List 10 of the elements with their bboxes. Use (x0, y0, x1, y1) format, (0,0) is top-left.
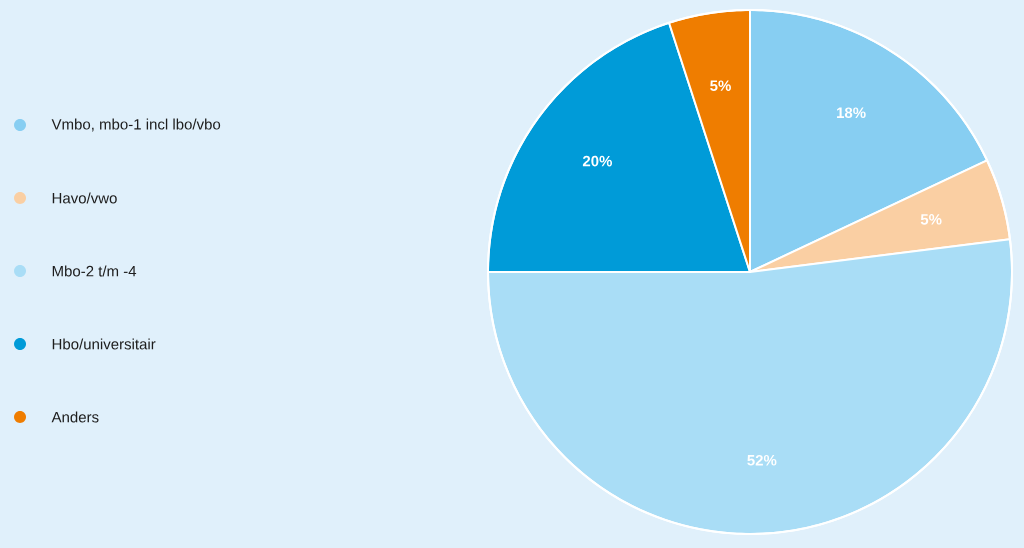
data-label: 18% (837, 107, 866, 119)
legend-label: Anders (51, 411, 99, 423)
data-label: 5% (710, 80, 731, 91)
legend-label: Havo/vwo (52, 192, 117, 204)
data-label: 20% (582, 155, 613, 167)
legend-label: Hbo/universitair (52, 338, 156, 350)
legend-label: Mbo-2 t/m -4 (52, 265, 137, 277)
data-label: 52% (747, 454, 777, 466)
legend-label: Vmbo, mbo-1 incl lbo/vbo (51, 118, 221, 132)
data-label: 5% (920, 214, 942, 225)
